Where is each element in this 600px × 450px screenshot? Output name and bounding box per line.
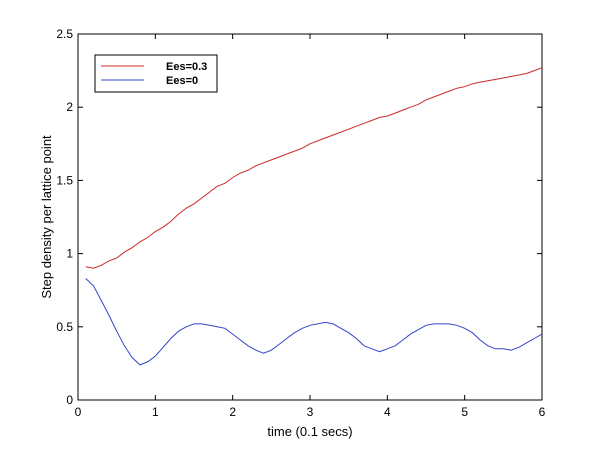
ticks-layer: 0 1 2 3 4 5 6 0 0.5 1 1.5 2 2.5	[56, 27, 545, 419]
y-tick-label: 1	[66, 247, 73, 261]
legend: Ees=0.3 Ees=0	[94, 54, 218, 93]
x-tick-label: 3	[307, 405, 314, 419]
x-tick-label: 2	[229, 405, 236, 419]
x-tick-label: 0	[75, 405, 82, 419]
y-tick-label: 0.5	[56, 320, 73, 334]
series-layer	[85, 67, 543, 366]
series-line-ees-0-3	[85, 67, 543, 269]
series-line-ees-0	[85, 278, 543, 366]
x-tick-label: 6	[539, 405, 546, 419]
x-axis-label: time (0.1 secs)	[267, 424, 352, 439]
legend-label-ees-0: Ees=0	[166, 75, 198, 87]
y-tick-label: 2	[66, 100, 73, 114]
legend-box	[94, 54, 218, 93]
y-axis-label: Step density per lattice point	[39, 135, 54, 299]
legend-label-ees-0-3: Ees=0.3	[166, 61, 207, 73]
x-tick-label: 4	[384, 405, 391, 419]
x-tick-label: 5	[461, 405, 468, 419]
y-tick-label: 1.5	[56, 173, 73, 187]
y-tick-label: 0	[66, 393, 73, 407]
y-tick-label: 2.5	[56, 27, 73, 41]
plot-area	[77, 33, 543, 401]
x-tick-label: 1	[152, 405, 159, 419]
